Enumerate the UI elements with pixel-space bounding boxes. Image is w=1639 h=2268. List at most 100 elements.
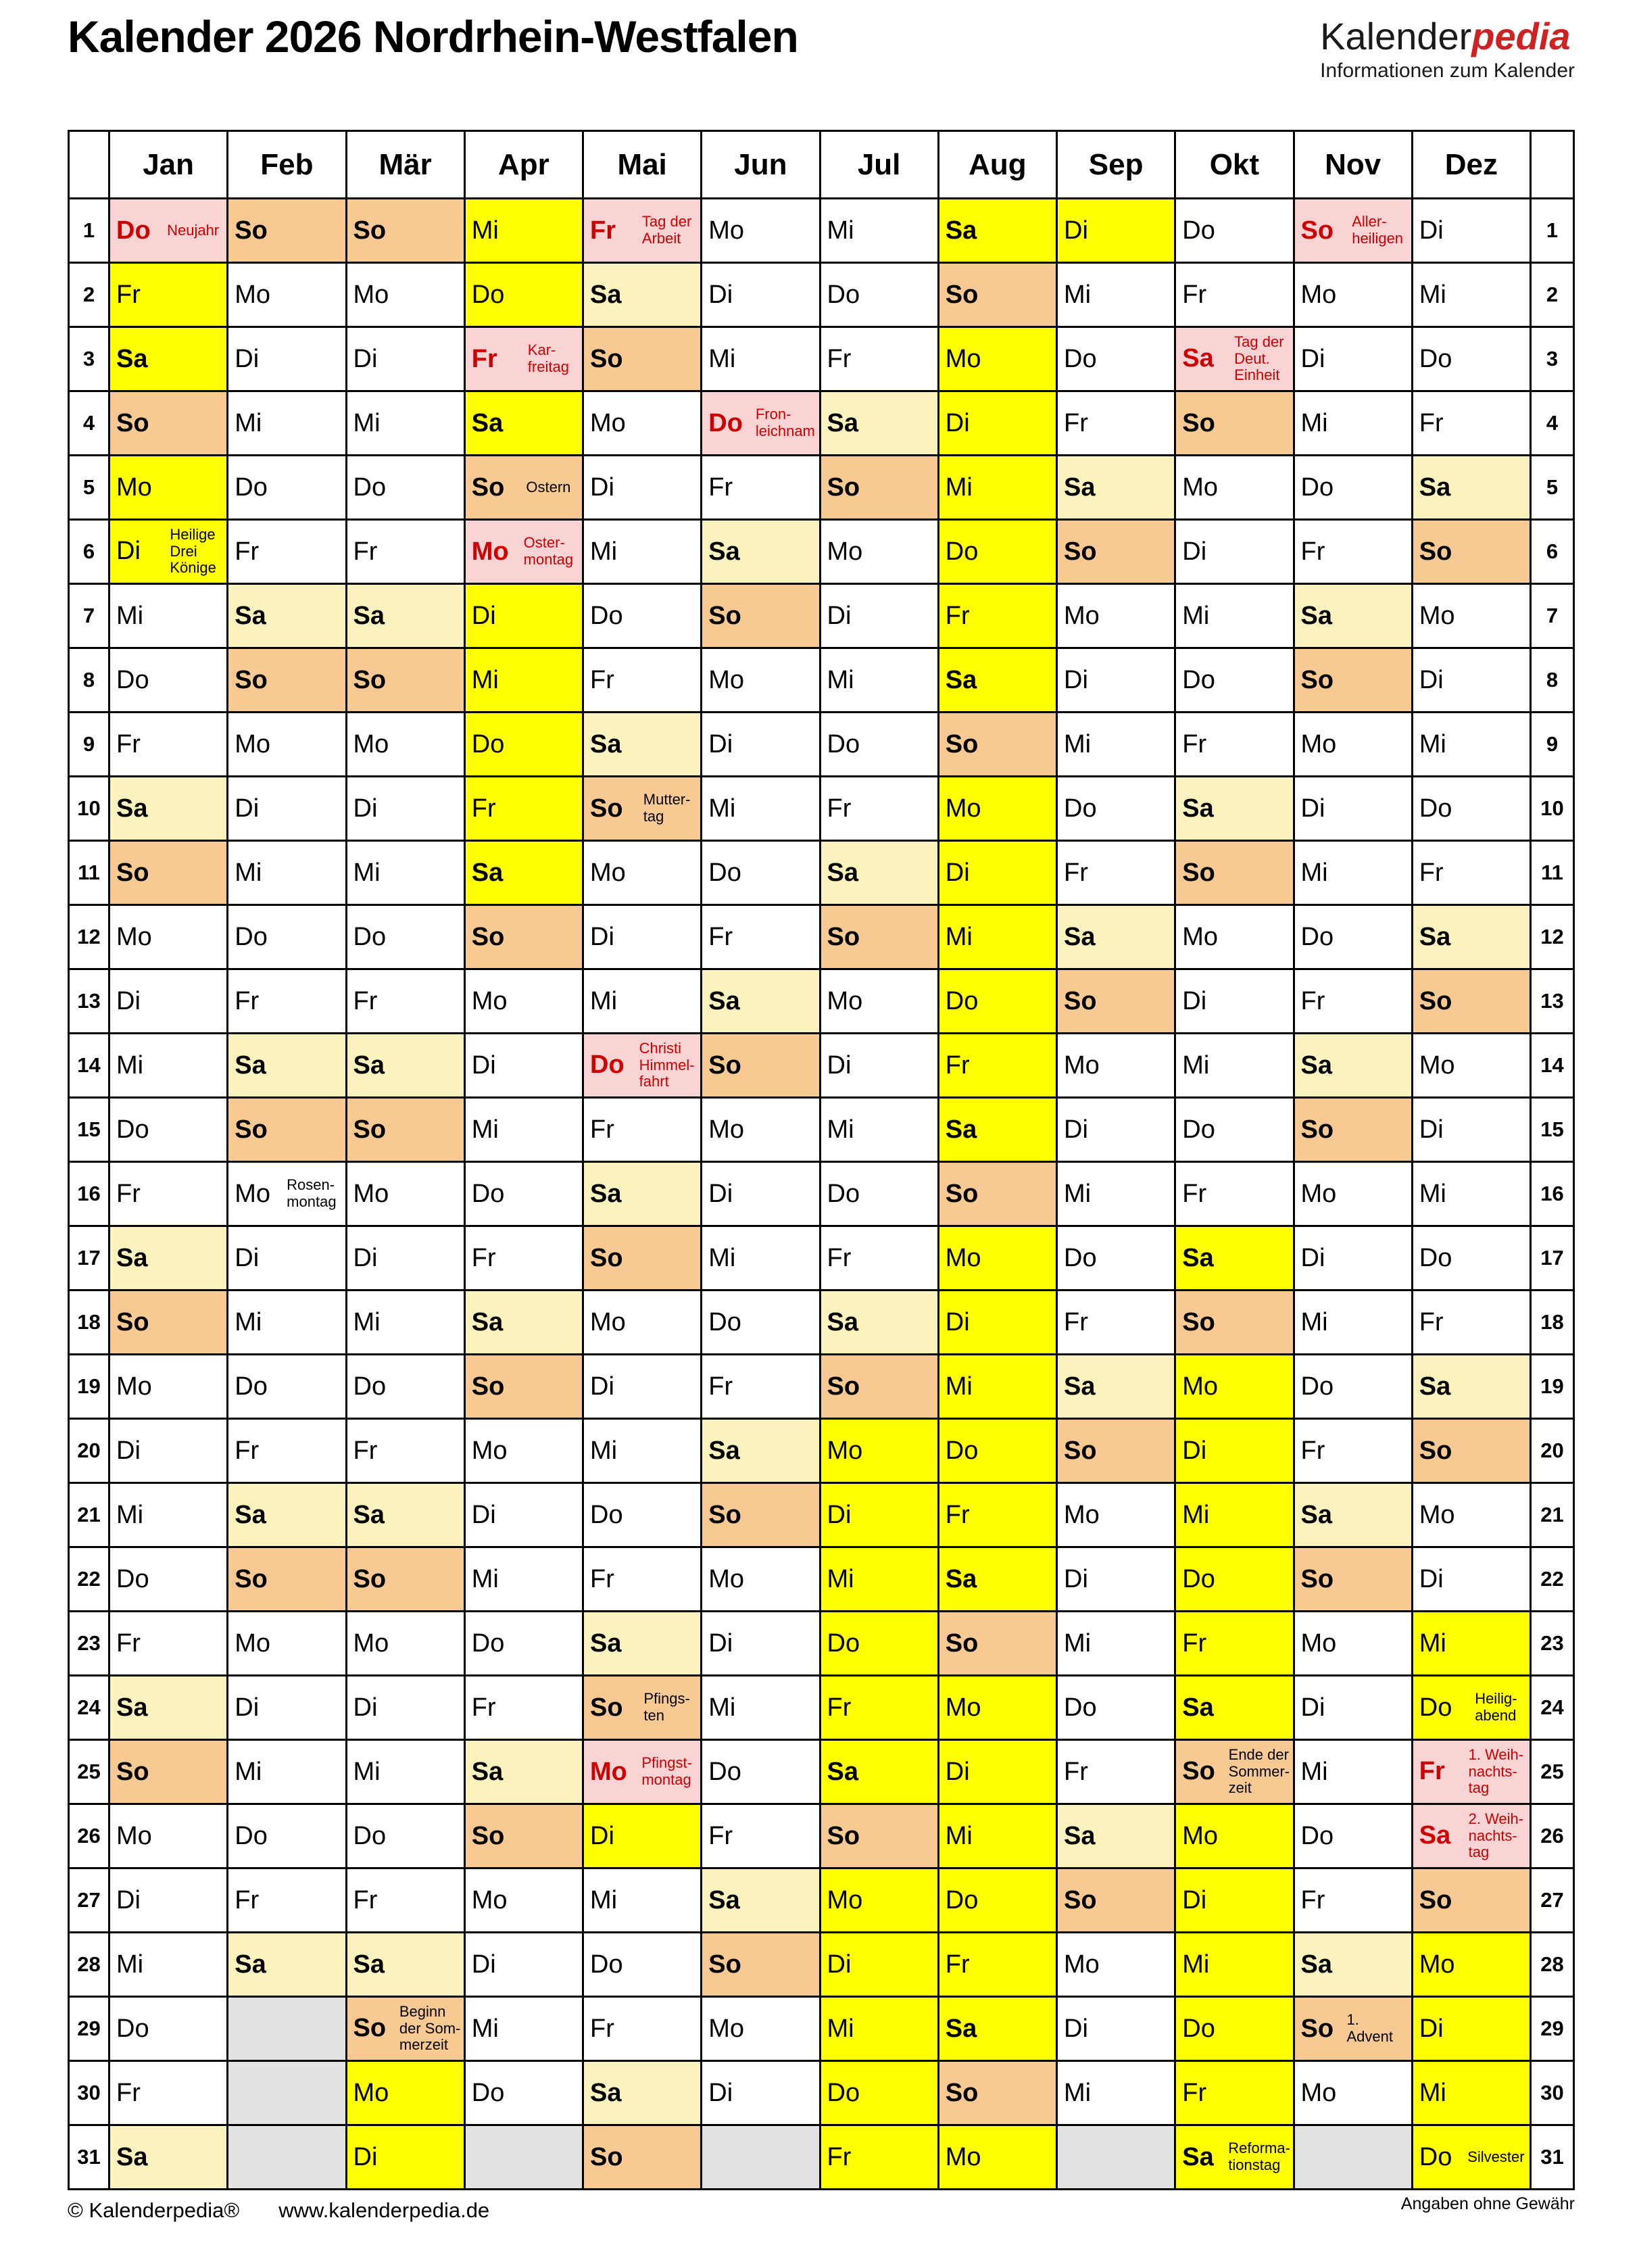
- weekday-abbr: Sa: [235, 1051, 266, 1080]
- day-cell-aug-14: Fr: [937, 1032, 1058, 1099]
- weekday-abbr: Fr: [708, 1372, 733, 1401]
- day-cell-jun-11: Do: [700, 840, 821, 906]
- day-cell-jun-24: Mi: [700, 1674, 821, 1741]
- day-cell-aug-22: Sa: [937, 1546, 1058, 1612]
- day-cell-jun-23: Di: [700, 1610, 821, 1676]
- day-cell-feb-9: Mo: [226, 711, 347, 777]
- day-cell-jun-13: Sa: [700, 968, 821, 1034]
- weekday-abbr: Di: [353, 344, 378, 373]
- day-cell-jul-4: Sa: [818, 390, 939, 456]
- day-cell-okt-17: Sa: [1174, 1225, 1295, 1291]
- weekday-abbr: Mi: [827, 1564, 854, 1593]
- day-cell-jul-15: Mi: [818, 1096, 939, 1163]
- day-cell-okt-30: Fr: [1174, 2060, 1295, 2126]
- day-cell-jul-19: So: [818, 1353, 939, 1420]
- day-cell-mai-25: Mo Pfingst- montag: [581, 1739, 703, 1805]
- weekday-abbr: Sa: [1182, 1243, 1214, 1272]
- day-cell-feb-21: Sa: [226, 1482, 347, 1548]
- weekday-abbr: Do: [708, 1757, 741, 1786]
- holiday-label: Kar- freitag: [527, 341, 569, 375]
- day-cell-mai-23: Sa: [581, 1610, 703, 1676]
- weekday-abbr: Mo: [1182, 922, 1219, 951]
- day-cell-mär-1: So: [345, 197, 466, 264]
- day-cell-dez-18: Fr: [1411, 1289, 1532, 1355]
- row-number-left: 18: [68, 1289, 110, 1355]
- weekday-abbr: Mi: [1182, 601, 1210, 630]
- day-cell-sep-20: So: [1055, 1418, 1177, 1484]
- weekday-abbr: Do: [1182, 216, 1215, 245]
- month-header-apr: Apr: [463, 130, 585, 199]
- row-number-right: 27: [1530, 1867, 1575, 1933]
- weekday-abbr: Mi: [1419, 729, 1446, 758]
- day-cell-okt-29: Do: [1174, 1996, 1295, 2062]
- weekday-abbr: Do: [1300, 1372, 1334, 1401]
- weekday-abbr: Mi: [353, 408, 381, 437]
- day-cell-feb-18: Mi: [226, 1289, 347, 1355]
- day-cell-feb-28: Sa: [226, 1931, 347, 1998]
- day-row: 20 Di Fr Fr Mo Mi Sa Mo Do So Di Fr So 20: [68, 1418, 1575, 1484]
- day-cell-jan-31: Sa: [107, 2124, 229, 2190]
- day-cell-apr-27: Mo: [463, 1867, 585, 1933]
- weekday-abbr: So: [1419, 1436, 1452, 1465]
- day-row: 16 Fr Mo Rosen- montag Mo Do Sa Di Do So Mi Fr Mo Mi 1…: [68, 1161, 1575, 1227]
- day-cell-apr-1: Mi: [463, 197, 585, 264]
- weekday-abbr: Mi: [235, 858, 262, 887]
- row-number-right: 6: [1530, 518, 1575, 585]
- empty-cell: [226, 1996, 347, 2062]
- month-header-row: Jan Feb Mär Apr Mai Jun Jul Aug Sep Okt Nov Dez: [68, 130, 1575, 199]
- day-row: 23 Fr Mo Mo Do Sa Di Do So Mi Fr Mo Mi 23: [68, 1610, 1575, 1676]
- day-cell-mär-18: Mi: [345, 1289, 466, 1355]
- weekday-abbr: Di: [945, 858, 970, 887]
- weekday-abbr: Do: [1182, 1115, 1215, 1144]
- day-cell-nov-22: So: [1292, 1546, 1413, 1612]
- weekday-abbr: Sa: [827, 408, 858, 437]
- day-row: 6 Di Heilige Drei Könige Fr Fr Mo Oster- monta…: [68, 518, 1575, 585]
- weekday-abbr: Fr: [471, 1693, 496, 1722]
- day-cell-jan-10: Sa: [107, 775, 229, 842]
- day-cell-nov-1: So Aller- heiligen: [1292, 197, 1413, 264]
- holiday-label: Tag der Deut. Einheit: [1234, 333, 1284, 384]
- day-cell-jan-27: Di: [107, 1867, 229, 1933]
- weekday-abbr: Mi: [353, 1307, 381, 1336]
- month-header-sep: Sep: [1055, 130, 1177, 199]
- weekday-abbr: Mo: [945, 344, 981, 373]
- weekday-abbr: So: [235, 1115, 268, 1144]
- day-cell-aug-17: Mo: [937, 1225, 1058, 1291]
- weekday-abbr: Do: [353, 1821, 387, 1850]
- day-cell-aug-5: Mi: [937, 454, 1058, 521]
- day-cell-jun-6: Sa: [700, 518, 821, 585]
- row-number-right: 1: [1530, 197, 1575, 264]
- weekday-abbr: Di: [116, 537, 141, 566]
- weekday-abbr: Di: [590, 1821, 614, 1850]
- day-cell-aug-28: Fr: [937, 1931, 1058, 1998]
- day-cell-okt-23: Fr: [1174, 1610, 1295, 1676]
- empty-cell: [1292, 2124, 1413, 2190]
- weekday-abbr: Fr: [590, 665, 614, 694]
- day-cell-dez-13: So: [1411, 968, 1532, 1034]
- weekday-abbr: Do: [590, 1051, 625, 1080]
- weekday-abbr: Mi: [590, 986, 618, 1015]
- day-cell-jun-14: So: [700, 1032, 821, 1099]
- month-header-aug: Aug: [937, 130, 1058, 199]
- row-number-right: 4: [1530, 390, 1575, 456]
- weekday-abbr: Di: [827, 601, 852, 630]
- day-cell-nov-16: Mo: [1292, 1161, 1413, 1227]
- weekday-abbr: Mo: [1064, 601, 1100, 630]
- weekday-abbr: Do: [235, 1821, 268, 1850]
- weekday-abbr: Do: [1419, 2142, 1452, 2171]
- day-cell-feb-23: Mo: [226, 1610, 347, 1676]
- day-cell-dez-23: Mi: [1411, 1610, 1532, 1676]
- day-cell-okt-25: So Ende der Sommer- zeit: [1174, 1739, 1295, 1805]
- day-cell-sep-16: Mi: [1055, 1161, 1177, 1227]
- weekday-abbr: Mo: [1419, 1950, 1455, 1979]
- day-row: 24 Sa Di Di Fr So Pfings- ten Mi Fr Mo Do Sa Di Do Hei…: [68, 1674, 1575, 1741]
- weekday-abbr: So: [590, 1243, 623, 1272]
- weekday-abbr: So: [827, 922, 860, 951]
- weekday-abbr: Mo: [945, 2142, 981, 2171]
- empty-cell: [226, 2060, 347, 2126]
- weekday-abbr: Sa: [235, 1950, 266, 1979]
- weekday-abbr: Fr: [471, 344, 497, 373]
- weekday-abbr: So: [708, 1950, 741, 1979]
- weekday-abbr: So: [590, 344, 623, 373]
- weekday-abbr: Mi: [590, 537, 618, 566]
